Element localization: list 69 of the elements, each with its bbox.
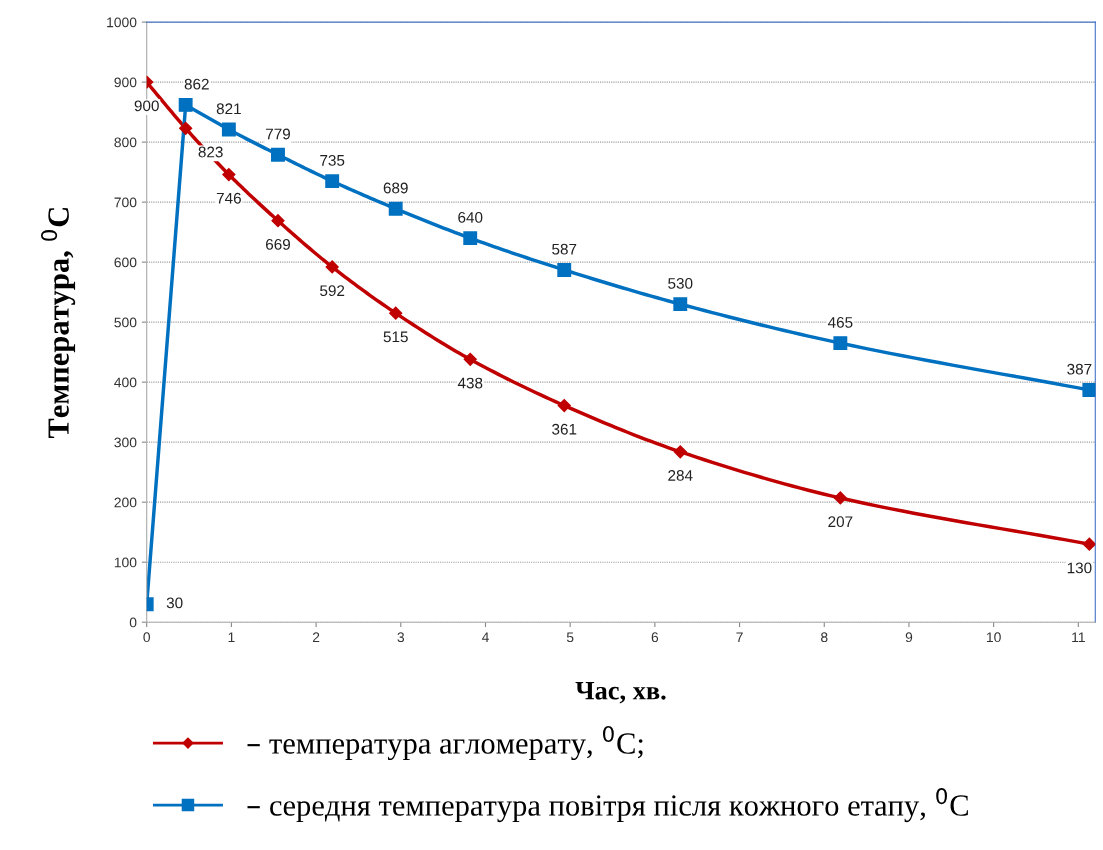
- point: [389, 306, 403, 320]
- point: [271, 147, 285, 162]
- y-axis-title: Температура, $^{0}$C: [41, 208, 76, 439]
- x-tick-label: 11: [1072, 632, 1085, 642]
- data-label: 387: [1067, 363, 1092, 375]
- point: [833, 491, 847, 505]
- point: [1082, 537, 1096, 551]
- data-label: 284: [668, 470, 693, 481]
- point: [1082, 383, 1096, 397]
- point: [833, 336, 848, 351]
- x-tick-label: 4: [481, 632, 489, 642]
- data-label: 823: [198, 146, 223, 158]
- data-label: 587: [552, 243, 577, 255]
- x-tick-label: 0: [143, 632, 151, 643]
- data-label: 689: [383, 182, 408, 194]
- point: [178, 97, 193, 112]
- y-tick-label: 1000: [107, 17, 137, 28]
- point: [325, 260, 339, 274]
- point: [388, 201, 403, 216]
- data-label: 735: [320, 154, 345, 166]
- point: [673, 297, 688, 312]
- y-tick-label: 200: [114, 497, 137, 508]
- data-label: 862: [184, 78, 209, 90]
- x-tick-label: 7: [736, 632, 743, 642]
- data-label: 669: [266, 239, 290, 250]
- point: [673, 445, 687, 459]
- x-axis-title: Час, хв.: [575, 682, 666, 704]
- x-tick-label: 5: [566, 632, 574, 643]
- y-tick-label: 600: [114, 257, 137, 268]
- point: [179, 121, 193, 135]
- legend-label: – середня температура повітря після кожного етапу, $^{0}$C: [247, 787, 968, 823]
- data-label: 515: [383, 331, 408, 343]
- data-label: 779: [266, 128, 290, 140]
- x-tick-label: 3: [397, 632, 405, 643]
- data-label: 640: [458, 211, 483, 223]
- y-tick-label: 800: [114, 137, 137, 148]
- x-tick-label: 8: [821, 632, 828, 643]
- point: [463, 352, 477, 366]
- y-tick-label: 0: [129, 617, 137, 628]
- point: [325, 174, 340, 189]
- y-tick-label: 400: [114, 377, 137, 388]
- y-tick-label: 100: [114, 557, 137, 568]
- data-label: 361: [552, 423, 577, 435]
- data-label: 821: [216, 103, 241, 115]
- x-tick-label: 9: [905, 632, 913, 643]
- data-label: 592: [320, 285, 345, 297]
- legend-label: – температура агломерату, $^{0}$C;: [247, 725, 643, 761]
- point: [221, 122, 236, 137]
- y-tick-label: 500: [114, 317, 137, 328]
- point: [557, 262, 572, 277]
- y-tick-label: 300: [114, 437, 137, 448]
- data-label: 207: [828, 516, 853, 528]
- data-label: 465: [827, 316, 853, 328]
- x-tick-label: 6: [651, 632, 659, 643]
- data-label: 438: [457, 377, 483, 389]
- data-label: 900: [134, 100, 159, 112]
- point: [557, 398, 571, 413]
- data-label: 746: [216, 192, 241, 204]
- x-tick-label: 10: [986, 632, 1001, 643]
- y-tick-label: 700: [114, 197, 137, 208]
- x-tick-label: 1: [228, 632, 235, 642]
- y-tick-label: 900: [114, 77, 137, 88]
- data-label: 530: [668, 277, 693, 289]
- point: [271, 214, 285, 228]
- data-label: 130: [1067, 562, 1092, 574]
- x-tick-label: 2: [312, 632, 320, 642]
- point: [222, 167, 236, 182]
- point: [463, 231, 478, 246]
- data-label: 30: [166, 597, 183, 609]
